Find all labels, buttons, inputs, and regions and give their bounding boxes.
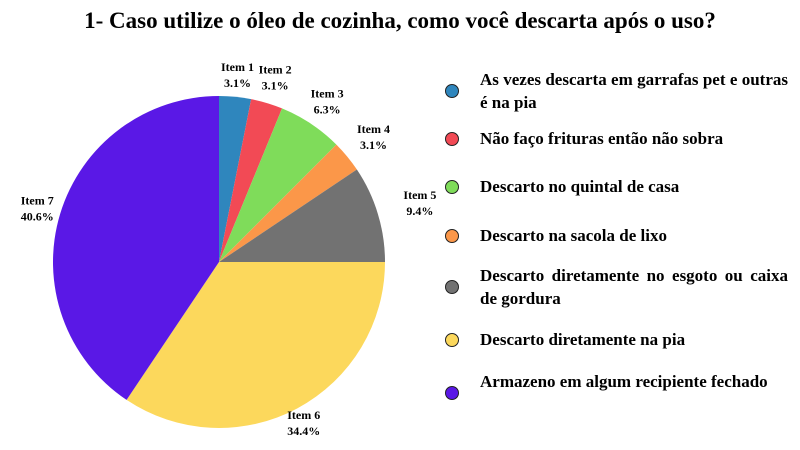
slice-percent-3: 6.3% <box>314 103 341 117</box>
legend-label-5: Descarto diretamente no esgoto ou caixa … <box>480 266 788 308</box>
pie-slice-7 <box>53 96 220 400</box>
slice-label-3: Item 3 <box>311 87 344 101</box>
slice-label-5: Item 5 <box>403 188 436 202</box>
slice-percent-4: 3.1% <box>360 138 387 152</box>
legend-label-6: Descarto diretamente na pia <box>480 330 686 349</box>
legend-label-4: Descarto na sacola de lixo <box>480 226 667 245</box>
slice-label-2: Item 2 <box>259 62 292 76</box>
slice-label-1: Item 1 <box>221 60 254 74</box>
legend-marker-4 <box>445 229 459 243</box>
slice-percent-1: 3.1% <box>224 76 251 90</box>
slice-percent-2: 3.1% <box>262 78 289 92</box>
legend-marker-6 <box>445 333 459 347</box>
legend-marker-2 <box>445 132 459 146</box>
slice-label-4: Item 4 <box>357 122 390 136</box>
slice-label-6: Item 6 <box>287 408 320 422</box>
pie-slice-1 <box>219 96 252 262</box>
slice-percent-5: 9.4% <box>406 204 433 218</box>
pie-slice-4 <box>219 144 357 262</box>
legend-marker-3 <box>445 180 459 194</box>
legend-label-2: Não faço frituras então não sobra <box>480 129 724 148</box>
legend-marker-1 <box>445 84 459 98</box>
pie-slice-6 <box>126 262 385 428</box>
slice-percent-7: 40.6% <box>21 210 54 224</box>
legend-marker-7 <box>445 386 459 400</box>
chart-title: 1- Caso utilize o óleo de cozinha, como … <box>84 8 716 33</box>
legend-label-7: Armazeno em algum recipiente fechado <box>480 372 768 391</box>
slice-label-7: Item 7 <box>21 194 54 208</box>
pie-slice-3 <box>219 108 337 262</box>
slice-percent-6: 34.4% <box>287 424 320 438</box>
pie-slice-2 <box>219 99 283 262</box>
pie-slice-5 <box>219 169 385 262</box>
legend-marker-5 <box>445 280 459 294</box>
legend-label-3: Descarto no quintal de casa <box>480 177 680 196</box>
legend-label-1: As vezes descarta em garrafas pet e outr… <box>480 70 788 112</box>
